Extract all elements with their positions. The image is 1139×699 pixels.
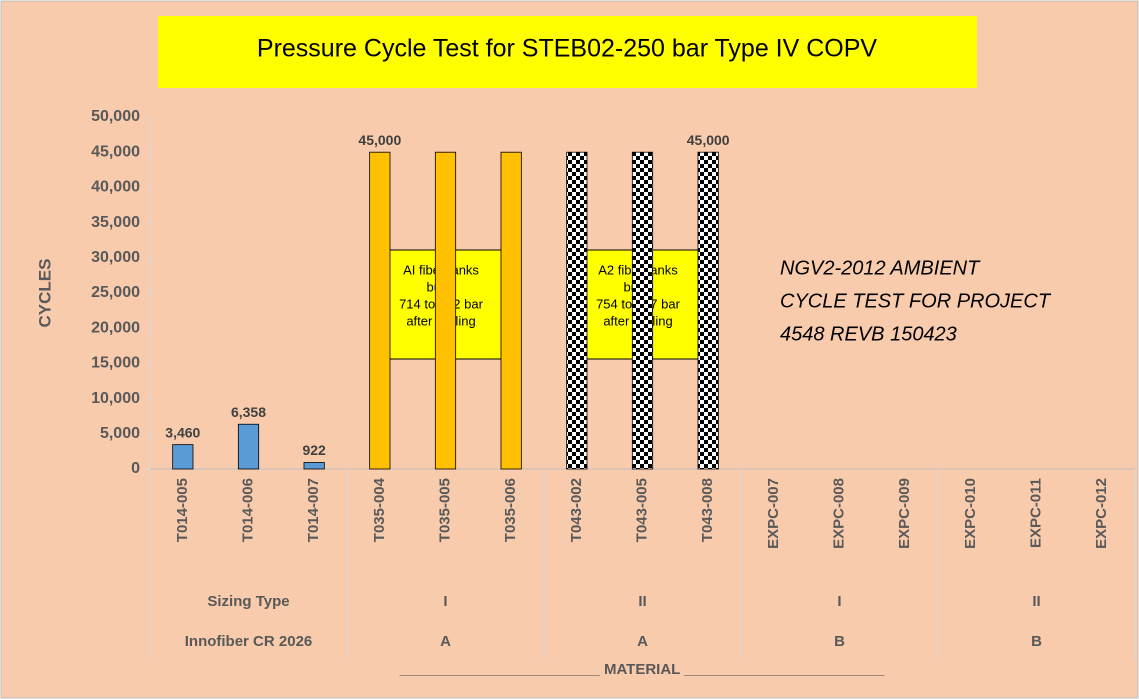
- x-tick-label: EXPC-012: [1093, 478, 1110, 549]
- x-tick-label: T035-006: [502, 478, 519, 542]
- y-tick-label: 10,000: [91, 390, 140, 407]
- x-tick-label: T014-007: [305, 478, 322, 542]
- data-label: 922: [302, 442, 326, 458]
- y-tick-label: 0: [131, 460, 140, 477]
- x-tick-label: EXPC-009: [896, 478, 913, 549]
- x-tick-label: T043-008: [699, 478, 716, 542]
- y-tick-label: 5,000: [100, 425, 140, 442]
- group-label: Sizing Type: [207, 593, 289, 610]
- annotation-note: CYCLE TEST FOR PROJECT: [780, 290, 1052, 312]
- chart-title: Pressure Cycle Test for STEB02-250 bar T…: [257, 35, 878, 63]
- x-tick-label: EXPC-008: [830, 478, 847, 549]
- data-label: 45,000: [687, 132, 730, 148]
- group-label: II: [1032, 593, 1040, 610]
- y-tick-label: 45,000: [91, 143, 140, 160]
- bar: [566, 151, 588, 470]
- y-tick-label: 35,000: [91, 214, 140, 231]
- data-label: 45,000: [358, 132, 401, 148]
- group-label: B: [1031, 633, 1042, 650]
- group-label: B: [834, 633, 845, 650]
- bar: [631, 151, 654, 470]
- bar: [697, 151, 719, 470]
- data-label: 6,358: [231, 404, 266, 420]
- group-label: I: [837, 593, 841, 610]
- x-tick-label: EXPC-010: [962, 478, 979, 549]
- x-tick-label: T014-006: [239, 478, 256, 542]
- group-label: Innofiber CR 2026: [185, 633, 313, 650]
- y-tick-label: 25,000: [91, 284, 140, 301]
- bar: [434, 151, 457, 470]
- x-tick-label: EXPC-007: [765, 478, 782, 549]
- x-axis-label: ________________________ MATERIAL ______…: [399, 661, 886, 678]
- group-label: II: [638, 593, 646, 610]
- x-tick-label: EXPC-011: [1027, 478, 1044, 548]
- bar: [237, 423, 260, 470]
- group-label: A: [637, 633, 648, 650]
- y-tick-label: 15,000: [91, 355, 140, 372]
- title-box: [158, 16, 977, 88]
- y-tick-label: 50,000: [91, 108, 140, 125]
- annotation-note: NGV2-2012 AMBIENT: [780, 257, 981, 279]
- annotation-note: 4548 REVB 150423: [780, 323, 957, 345]
- y-tick-label: 30,000: [91, 249, 140, 266]
- bar: [172, 444, 194, 470]
- bar: [303, 462, 325, 470]
- bar: [369, 151, 391, 470]
- y-tick-label: 40,000: [91, 179, 140, 196]
- y-tick-label: 20,000: [91, 319, 140, 336]
- x-tick-label: T014-005: [174, 478, 191, 542]
- group-label: A: [440, 633, 451, 650]
- x-tick-label: T035-004: [371, 477, 388, 542]
- bar: [500, 151, 522, 470]
- x-tick-label: T043-002: [568, 478, 585, 542]
- x-tick-label: T043-005: [633, 478, 650, 542]
- y-axis-label: CYCLES: [35, 259, 54, 328]
- data-label: 3,460: [165, 424, 200, 440]
- x-tick-label: T035-005: [436, 478, 453, 542]
- group-label: I: [443, 593, 447, 610]
